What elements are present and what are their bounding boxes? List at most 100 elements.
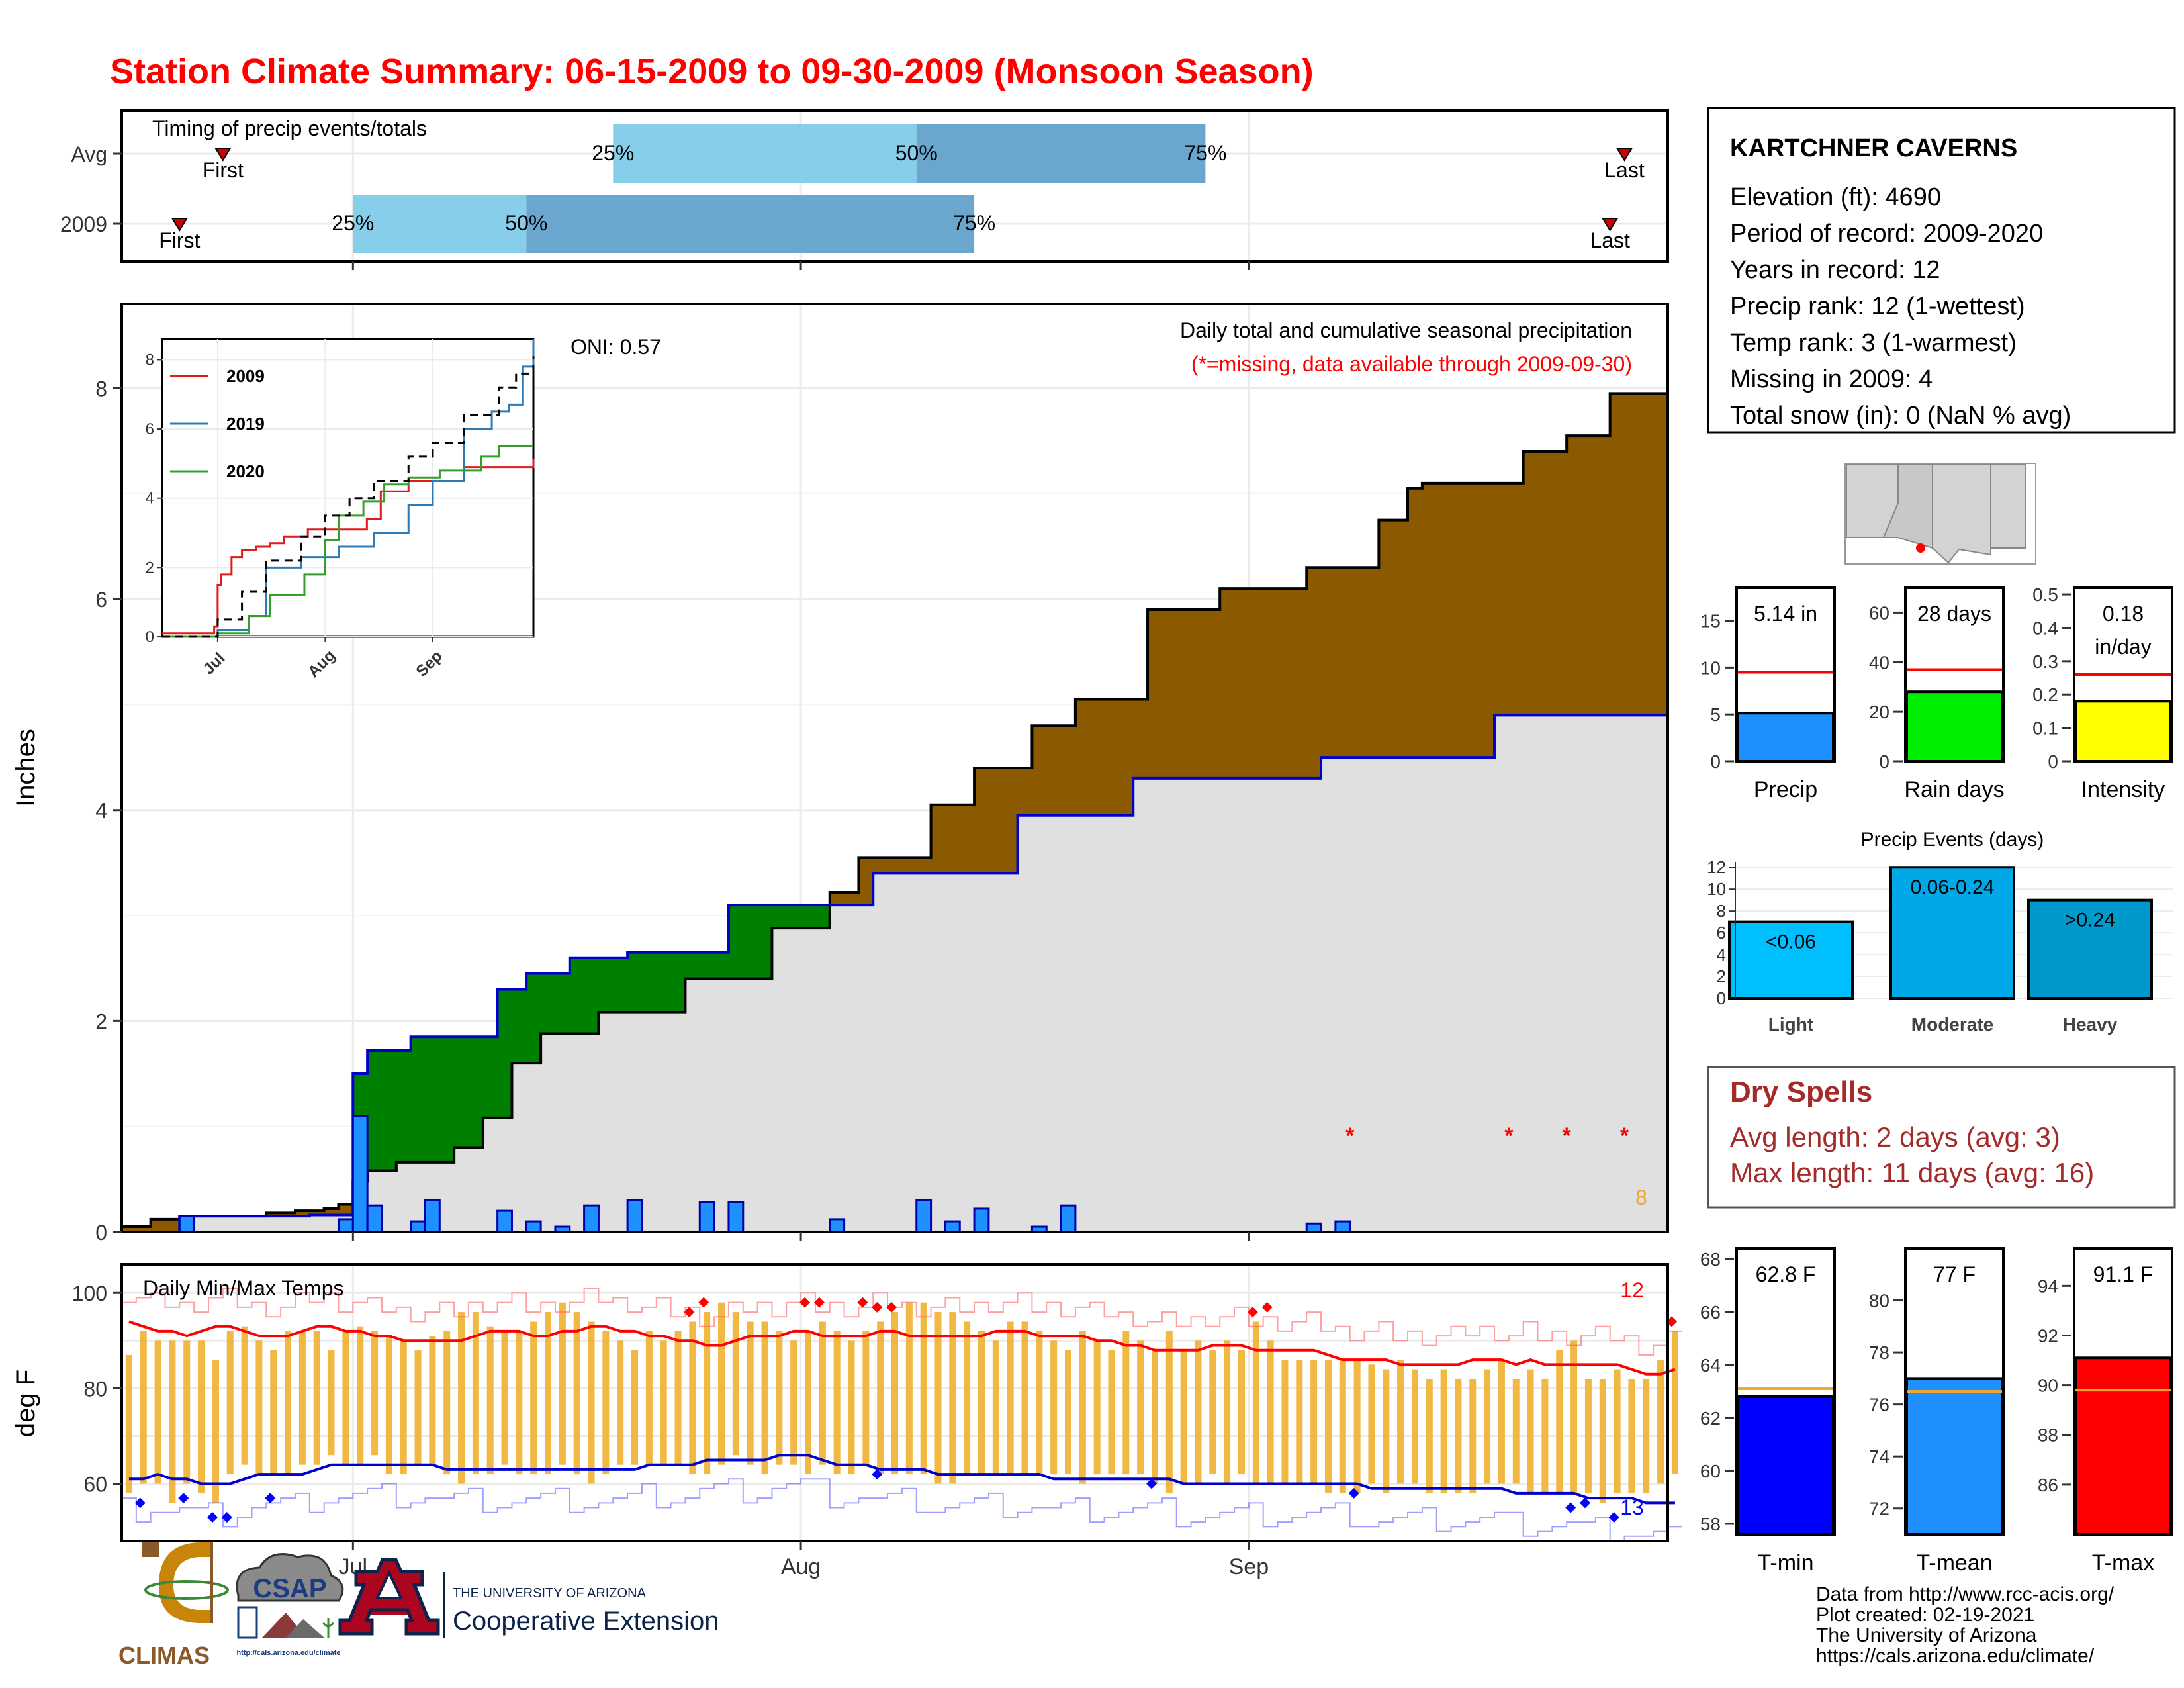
deficit-fill [1436, 483, 1452, 758]
season-totals-charts: 0 5 10 15 5.14 in Precip 0 20 40 60 28 days Rain da… [1700, 585, 2173, 802]
daily-precip-bar [698, 1201, 715, 1233]
deficit-fill [1220, 588, 1235, 778]
small-chart-y-tick-label: 5 [1710, 704, 1721, 725]
daily-temp-range-bar [1180, 1350, 1187, 1484]
events-bar [1728, 920, 1854, 1000]
events-y-tick-label: 0 [1717, 988, 1726, 1008]
small-chart-y-tick-label: 86 [2038, 1475, 2058, 1495]
inset-y-tick-label: 0 [146, 628, 154, 646]
daily-precip-bar [583, 1204, 600, 1233]
surplus-fill [497, 989, 513, 1118]
daily-temp-range-bar [761, 1321, 768, 1475]
deficit-fill [1321, 567, 1336, 758]
deficit-fill [1379, 520, 1394, 758]
timing-q75-label: 75% [1184, 141, 1226, 165]
station-info-line: Missing in 2009: 4 [1730, 365, 1933, 393]
surplus-fill [555, 973, 570, 1034]
daily-temp-range-bar [862, 1331, 870, 1465]
timing-q25-label: 25% [332, 211, 374, 235]
daily-temp-range-bar [1281, 1360, 1289, 1484]
timing-last-label: Last [1604, 158, 1645, 182]
deficit-fill [974, 768, 989, 874]
deficit-fill [165, 1219, 180, 1232]
surplus-fill [613, 957, 628, 1013]
small-chart-y-tick-label: 78 [1869, 1342, 1889, 1363]
daily-temp-range-bar [1643, 1378, 1650, 1493]
timing-last-label: Last [1590, 228, 1630, 252]
timing-last-marker [1615, 148, 1633, 162]
surplus-fill [584, 957, 600, 1034]
small-chart-y-tick-label: 0.4 [2032, 618, 2058, 638]
record-min-marker [265, 1493, 276, 1504]
daily-temp-range-bar [530, 1321, 537, 1475]
timing-q25-label: 25% [592, 141, 634, 165]
daily-temp-range-bar [414, 1350, 422, 1465]
events-category-label: Light [1768, 1014, 1813, 1035]
deficit-fill [266, 1213, 281, 1217]
daily-temp-range-bar [486, 1326, 494, 1475]
events-bar [1889, 866, 2015, 1000]
daily-temp-range-bar [949, 1312, 956, 1484]
small-chart-bar [1737, 1395, 1835, 1536]
daily-temp-range-bar [1296, 1360, 1303, 1484]
deficit-fill [1118, 699, 1134, 816]
timing-bar-50-75 [916, 124, 1206, 183]
record-min-marker [178, 1493, 189, 1504]
timing-first-marker [171, 218, 189, 232]
inset-y-tick-label: 8 [146, 351, 154, 369]
surplus-fill [526, 973, 541, 1064]
daily-temp-range-bar [1165, 1331, 1173, 1493]
deficit-fill [1191, 610, 1206, 778]
small-chart-category-label: T-mean [1916, 1550, 1992, 1575]
deficit-fill [1523, 451, 1539, 716]
precip-y-tick-label: 8 [95, 377, 107, 400]
precip-y-tick-label: 6 [95, 588, 107, 612]
daily-temp-range-bar [992, 1340, 999, 1475]
daily-temp-range-bar [645, 1331, 653, 1465]
surplus-fill [728, 905, 744, 979]
daily-precip-bar [337, 1218, 354, 1233]
csap-logo: CSAP http://cals.arizona.edu/climate [236, 1553, 344, 1657]
small-chart-y-tick-label: 88 [2038, 1425, 2058, 1446]
record-min-marker [206, 1511, 218, 1523]
timing-first-label: First [203, 158, 244, 182]
deficit-fill [988, 768, 1004, 874]
deficit-fill [1364, 567, 1379, 758]
deficit-fill [1480, 483, 1495, 758]
deficit-fill [1408, 488, 1423, 758]
daily-temp-range-bar [342, 1331, 349, 1465]
average-min-line [128, 1454, 1675, 1505]
small-chart-y-tick-label: 15 [1700, 611, 1721, 632]
inset-legend-label: 2009 [226, 366, 265, 386]
small-chart-bar [2074, 700, 2172, 763]
deficit-fill [945, 804, 960, 874]
deficit-fill [1017, 768, 1033, 816]
daily-temp-range-bar [704, 1312, 711, 1475]
record-max-line [122, 1288, 1682, 1356]
daily-temp-range-bar [1512, 1378, 1520, 1484]
daily-temp-range-bar [1036, 1331, 1043, 1475]
small-chart-y-tick-label: 94 [2038, 1276, 2058, 1296]
deficit-fill [1306, 567, 1322, 778]
record-min-marker [1146, 1478, 1158, 1489]
deficit-fill [324, 1208, 340, 1215]
climas-logo-text: CLIMAS [118, 1642, 210, 1669]
daily-precip-bar [727, 1201, 745, 1233]
daily-temp-range-bar [298, 1331, 306, 1465]
daily-temp-range-bar [241, 1326, 248, 1465]
daily-temp-range-bar [1195, 1340, 1202, 1484]
timing-bar-50-75 [526, 195, 975, 253]
surplus-fill [381, 1050, 397, 1171]
deficit-fill [1537, 451, 1553, 716]
daily-temp-range-bar [1267, 1340, 1274, 1484]
deficit-fill [829, 892, 845, 906]
deficit-fill [1552, 451, 1567, 716]
precip-panel: * * * * 0 2 4 6 8 Inches ONI: 0.57 Daily total … [11, 303, 1669, 1244]
daily-temp-range-bar [313, 1331, 320, 1465]
daily-temp-range-bar [747, 1321, 754, 1465]
missing-day-marker: * [1504, 1123, 1514, 1149]
deficit-fill [1032, 726, 1047, 816]
record-min-marker [1580, 1497, 1591, 1509]
precip-y-tick-label: 4 [95, 799, 107, 823]
x-month-label: Aug [781, 1554, 821, 1579]
